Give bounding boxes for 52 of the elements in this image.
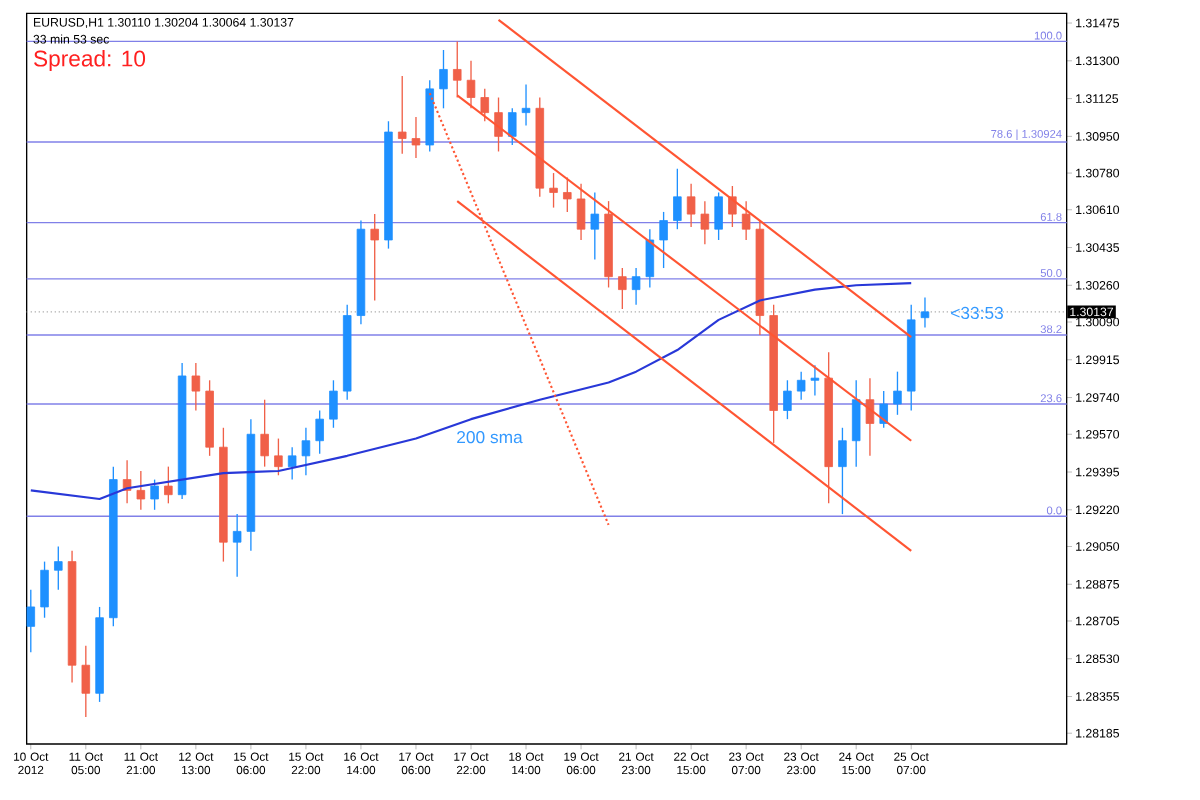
candlestick <box>714 191 723 241</box>
annotation: Spread: 10 <box>34 49 146 72</box>
candlestick <box>728 185 737 228</box>
candlestick <box>480 88 490 122</box>
candlestick <box>563 176 572 213</box>
candlestick <box>315 409 324 455</box>
line-series <box>29 282 913 501</box>
candlestick <box>810 364 820 397</box>
candlestick <box>920 296 930 329</box>
candlestick <box>700 200 710 245</box>
candlestick <box>26 589 36 653</box>
candlestick <box>893 370 902 416</box>
candlestick <box>508 107 517 146</box>
candlestick <box>521 83 531 127</box>
candlestick <box>783 379 792 420</box>
candlestick <box>673 168 682 230</box>
candlestick <box>618 267 627 310</box>
candlestick <box>576 183 586 241</box>
candlestick <box>879 390 888 429</box>
candlestick <box>260 399 269 468</box>
candlestick <box>40 560 49 619</box>
candlestick <box>191 362 201 412</box>
candlestick <box>150 478 159 511</box>
candlestick <box>851 379 861 468</box>
candlestick <box>494 96 503 153</box>
candlestick <box>549 172 558 209</box>
candlestick <box>590 191 600 261</box>
candlestick <box>439 49 448 109</box>
candlestick <box>659 211 668 269</box>
candlestick <box>81 645 91 718</box>
candlestick <box>796 370 806 401</box>
candlestick <box>741 200 751 241</box>
candlestick <box>397 75 407 155</box>
candlestick <box>136 470 146 511</box>
candlestick <box>274 437 283 476</box>
candlestick <box>838 427 847 515</box>
candlestick <box>301 427 311 476</box>
candlestick <box>631 267 641 306</box>
candlestick <box>865 377 875 457</box>
candlestick <box>411 116 421 159</box>
candlestick <box>453 40 462 99</box>
candlestick <box>287 446 297 481</box>
annotation: <33:53 <box>951 306 1003 320</box>
candlestick <box>466 60 476 109</box>
candlestick <box>686 183 696 228</box>
candlestick <box>54 545 63 591</box>
candlestick <box>232 513 242 578</box>
candlestick <box>164 465 173 504</box>
candlestick <box>329 379 338 429</box>
annotation: 200 sma <box>457 431 523 444</box>
candlestick <box>370 213 379 302</box>
candlestick <box>645 228 655 289</box>
